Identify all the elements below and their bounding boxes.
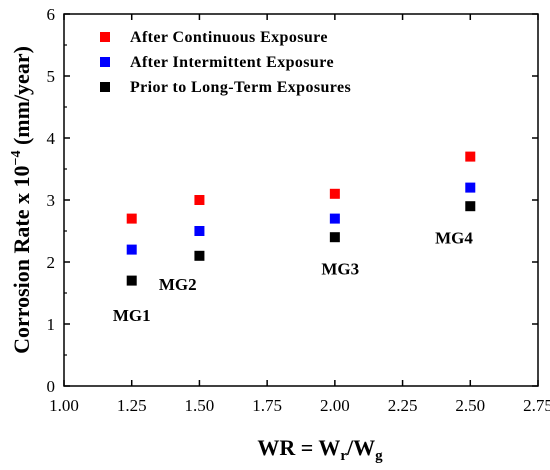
data-point-series-3 <box>465 201 476 212</box>
legend-label: After Intermittent Exposure <box>130 54 334 71</box>
x-axis-title: WR = Wr/Wg <box>257 435 383 464</box>
legend-swatch <box>100 32 110 42</box>
data-point-series-3 <box>194 250 205 261</box>
x-tick-label: 2.75 <box>523 396 550 415</box>
data-point-series-1 <box>194 195 205 205</box>
y-axis: 0 1 2 3 4 5 6 <box>47 5 538 396</box>
x-tick-label: 2.25 <box>388 396 418 415</box>
y-tick-label: 6 <box>47 5 56 24</box>
y-tick-label: 0 <box>47 377 56 396</box>
x-tick-label: 2.00 <box>320 396 350 415</box>
group-label: MG4 <box>435 228 473 247</box>
data-point-series-2 <box>194 226 205 236</box>
y-axis-title: Corrosion Rate x 10−4 (mm/year) <box>9 46 34 354</box>
legend-label: After Continuous Exposure <box>130 29 328 46</box>
data-point-series-1 <box>126 213 137 224</box>
x-axis: 1.00 1.25 1.50 1.75 2.00 2.25 2.50 2.75 <box>49 14 550 415</box>
data-point-series-3 <box>329 232 340 243</box>
data-point-series-2 <box>126 244 137 255</box>
group-label: MG3 <box>321 259 359 278</box>
x-tick-label: 1.25 <box>117 396 147 415</box>
group-annotations: MG1 MG2 MG3 MG4 <box>113 228 474 325</box>
y-tick-label: 2 <box>47 253 56 272</box>
data-point-series-2 <box>329 213 340 224</box>
legend: After Continuous Exposure After Intermitt… <box>100 29 351 96</box>
legend-swatch <box>100 82 110 92</box>
data-point-series-1 <box>465 151 476 162</box>
x-tick-label: 1.50 <box>185 396 215 415</box>
y-tick-label: 5 <box>47 67 56 86</box>
data-point-series-2 <box>465 182 476 193</box>
data-markers <box>126 151 476 286</box>
legend-label: Prior to Long-Term Exposures <box>130 79 351 96</box>
x-tick-label: 1.00 <box>49 396 79 415</box>
y-tick-label: 1 <box>47 315 56 334</box>
y-tick-label: 3 <box>47 191 56 210</box>
data-point-series-1 <box>329 188 340 199</box>
legend-swatch <box>100 57 110 67</box>
x-tick-label: 1.75 <box>252 396 282 415</box>
group-label: MG1 <box>113 306 151 325</box>
data-point-series-3 <box>126 275 137 286</box>
x-tick-label: 2.50 <box>455 396 485 415</box>
group-label: MG2 <box>159 275 197 294</box>
y-tick-label: 4 <box>47 129 56 148</box>
